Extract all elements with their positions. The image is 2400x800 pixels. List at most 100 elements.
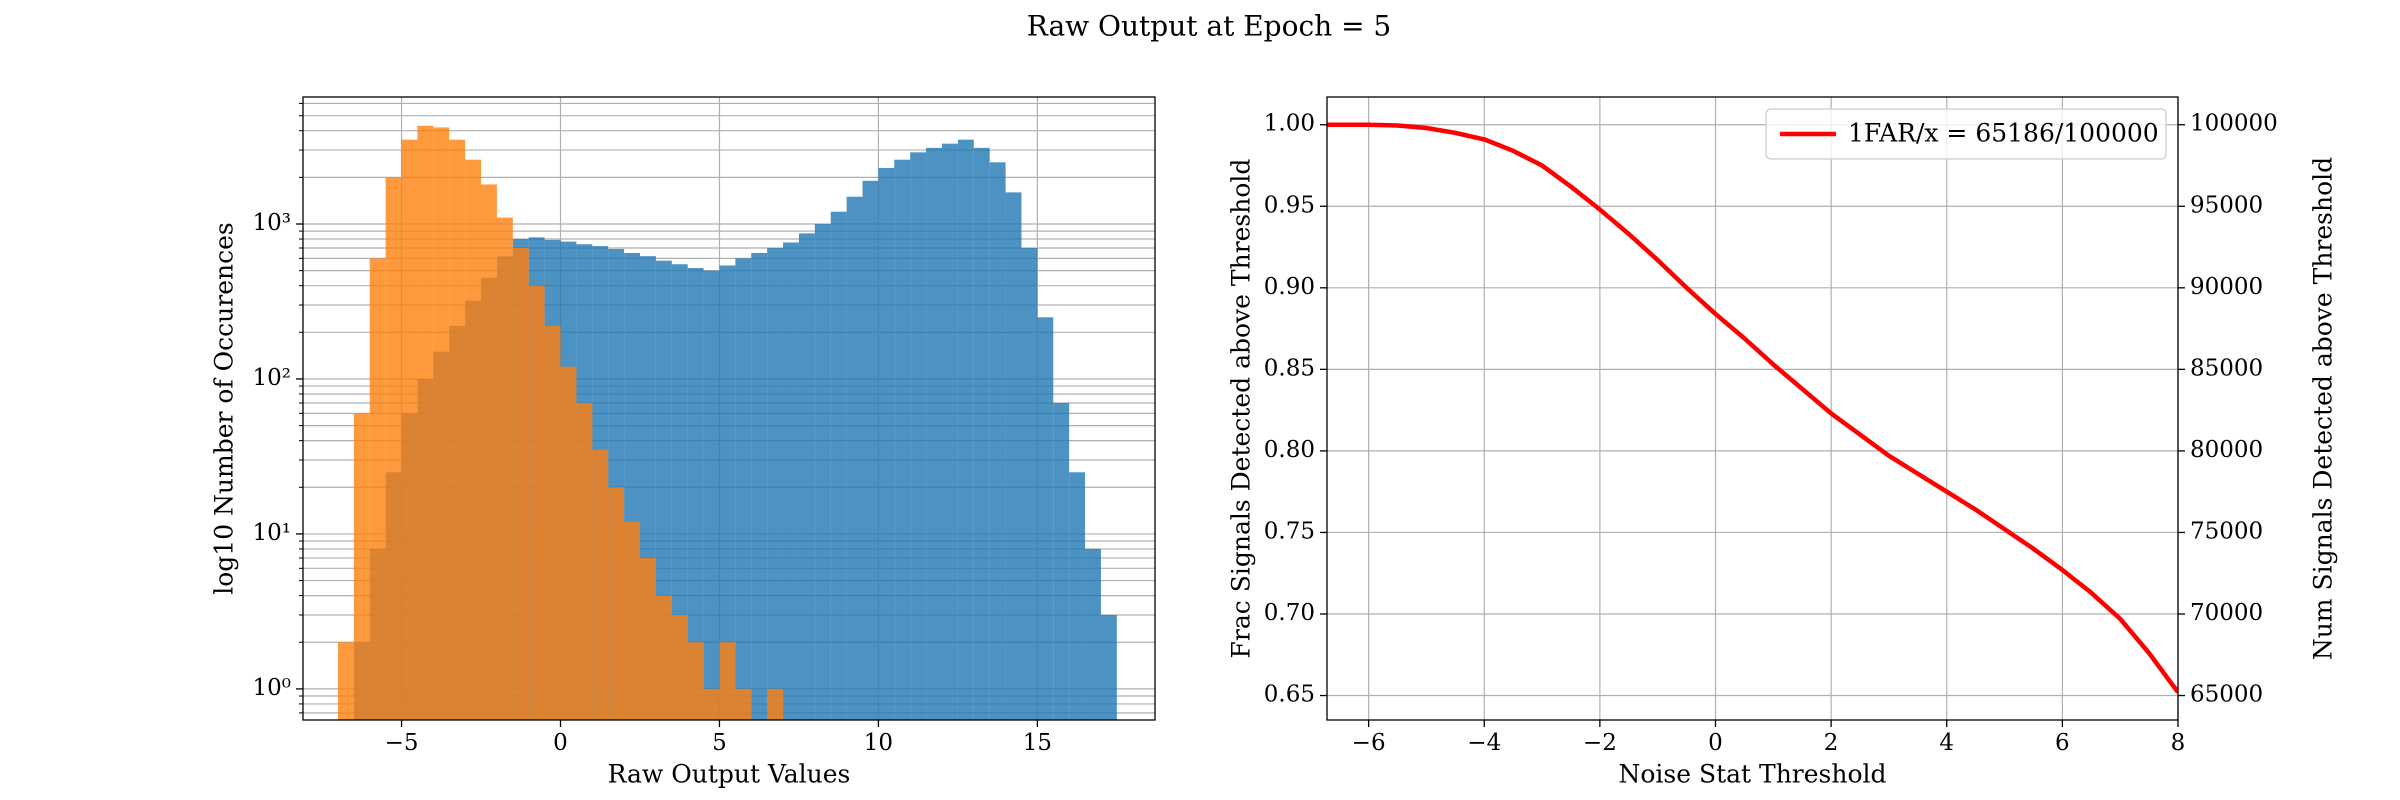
bar: [735, 258, 752, 720]
bar: [417, 125, 434, 720]
y2-tick-label: 95000: [2190, 192, 2263, 218]
bar: [369, 258, 386, 720]
figure-title: Raw Output at Epoch = 5: [1027, 10, 1392, 43]
bar: [449, 139, 466, 720]
bar: [846, 196, 863, 720]
bar: [894, 159, 911, 720]
x-axis-label: Raw Output Values: [608, 760, 851, 789]
x-tick-label: 2: [1824, 730, 1839, 756]
bar: [528, 285, 545, 720]
bar: [926, 147, 942, 720]
bar: [481, 184, 497, 720]
y2-tick-label: 85000: [2190, 355, 2263, 381]
y2-tick-label: 65000: [2190, 682, 2263, 708]
axes: −5 0 5 10 15 10⁰ 10¹ 10² 10³ Raw Output Values log…: [210, 96, 1156, 789]
bar: [687, 642, 704, 720]
bar: [751, 252, 768, 720]
x-tick-label: 0: [1708, 730, 1723, 756]
bar: [544, 325, 561, 720]
y-tick-label: 10⁰: [253, 675, 292, 701]
bar: [719, 265, 736, 720]
bar: [687, 268, 704, 720]
bar: [862, 180, 879, 720]
bar: [814, 224, 831, 720]
plot-area: [1327, 122, 2178, 694]
bar: [1037, 317, 1054, 720]
axes-frame: [302, 96, 1156, 721]
bar: [989, 162, 1006, 720]
bar: [1053, 402, 1070, 720]
x-tick-label: −5: [385, 730, 419, 756]
bar: [1069, 472, 1086, 720]
bar: [401, 139, 418, 720]
bar: [973, 147, 990, 720]
x-tick-label: 10: [864, 730, 893, 756]
y2-tick-label: 75000: [2190, 518, 2263, 544]
bar: [957, 139, 974, 720]
y-tick-label: 10²: [253, 365, 292, 391]
legend-label: 1FAR/x = 65186/100000: [1848, 119, 2159, 148]
bar: [703, 688, 720, 720]
y-tick-label: 1.00: [1264, 111, 1315, 137]
y2-tick-label: 80000: [2190, 437, 2263, 463]
axes: −6 −4 −2 0 2 4 6 8 0.65 0.70 0.75 0.80 0.85 0.90 0.95 1…: [1227, 96, 2338, 789]
plot-area: [337, 125, 1117, 720]
x-axis-label: Noise Stat Threshold: [1618, 760, 1886, 789]
bar: [671, 264, 688, 720]
x-tick-label: −4: [1467, 730, 1501, 756]
bar: [337, 642, 354, 720]
x-tick-label: −6: [1352, 730, 1386, 756]
x-tick-label: 6: [2055, 730, 2070, 756]
bar: [608, 487, 625, 720]
y-axis-label: log10 Number of Occurences: [210, 222, 239, 595]
bar: [576, 402, 593, 720]
y-tick-label: 0.95: [1264, 192, 1315, 218]
x-tick-label: 15: [1023, 730, 1052, 756]
bar: [910, 152, 927, 720]
bar: [719, 642, 736, 720]
bar: [767, 248, 784, 720]
y2-axis-label: Num Signals Detected above Threshold: [2309, 157, 2338, 660]
bar: [1005, 192, 1022, 720]
y-tick-label: 10³: [253, 210, 292, 236]
bar: [1085, 548, 1101, 720]
bar: [655, 595, 672, 720]
bar: [465, 159, 482, 720]
y-axis-label: Frac Signals Detected above Threshold: [1227, 159, 1256, 659]
legend-box: [1765, 108, 2167, 160]
x-tick-label: 8: [2171, 730, 2186, 756]
y2-tick-label: 100000: [2190, 111, 2278, 137]
y-tick-label: 10¹: [253, 520, 292, 546]
y2-tick-label: 90000: [2190, 274, 2263, 300]
y-tick-label: 0.80: [1264, 437, 1315, 463]
line: [1327, 122, 2178, 694]
bar: [496, 217, 513, 720]
bar: [639, 557, 656, 720]
bar: [703, 270, 720, 720]
bar: [783, 242, 799, 720]
bar: [560, 366, 577, 720]
bar: [624, 521, 640, 720]
bar: [385, 177, 402, 720]
bar: [878, 167, 895, 720]
y-tick-label: 0.90: [1264, 274, 1315, 300]
bar: [798, 233, 815, 720]
x-tick-label: 0: [553, 730, 568, 756]
legend: 1FAR/x = 65186/100000: [1765, 108, 2167, 160]
bar: [433, 127, 450, 720]
bar: [735, 688, 752, 720]
bar: [671, 614, 688, 720]
bar: [353, 413, 370, 720]
bar: [830, 211, 847, 720]
y2-tick-label: 70000: [2190, 600, 2263, 626]
x-tick-label: 5: [712, 730, 727, 756]
x-tick-label: 4: [1939, 730, 1954, 756]
y-tick-label: 0.70: [1264, 600, 1315, 626]
axes-frame: [1326, 96, 2179, 721]
x-tick-label: −2: [1583, 730, 1617, 756]
y-tick-label: 0.85: [1264, 355, 1315, 381]
bar: [1100, 614, 1117, 720]
bar: [767, 688, 784, 720]
bar: [1021, 248, 1038, 720]
